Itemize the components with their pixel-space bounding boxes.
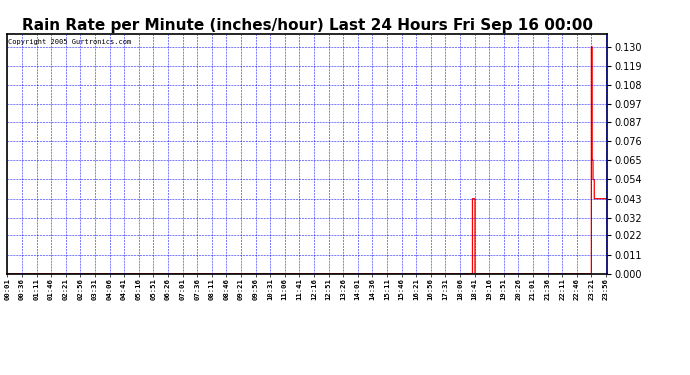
Title: Rain Rate per Minute (inches/hour) Last 24 Hours Fri Sep 16 00:00: Rain Rate per Minute (inches/hour) Last … [21,18,593,33]
Text: Copyright 2005 Gurtronics.com: Copyright 2005 Gurtronics.com [8,39,131,45]
